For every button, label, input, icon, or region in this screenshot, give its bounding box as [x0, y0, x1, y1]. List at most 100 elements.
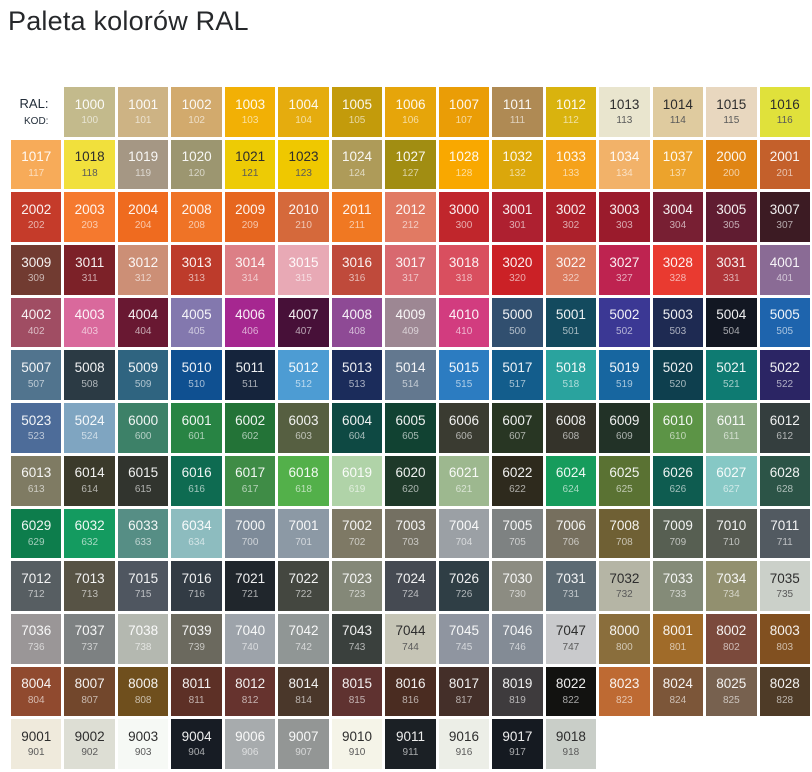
ral-swatch-6006: 6006 606	[438, 403, 490, 453]
ral-swatch-9007: 9007 907	[278, 719, 329, 769]
ral-number: 8012	[235, 676, 266, 692]
ral-number: 1019	[128, 149, 159, 165]
ral-swatch-3000: 3000 300	[438, 192, 490, 243]
ral-number: 2009	[235, 201, 266, 217]
ral-kod: 201	[776, 167, 794, 179]
ral-swatch-1017: 1017 117	[11, 139, 62, 190]
ral-swatch-6018: 6018 618	[278, 455, 329, 506]
ral-number: 1005	[342, 96, 373, 112]
ral-number: 5008	[74, 360, 105, 376]
ral-number: 7016	[181, 570, 212, 586]
ral-number: 2008	[181, 201, 212, 217]
ral-number: 7011	[770, 518, 800, 534]
ral-number: 4005	[181, 307, 212, 323]
ral-swatch-6011: 6011 611	[706, 403, 757, 453]
ral-swatch-5009: 5009 509	[117, 350, 169, 401]
ral-number: 5010	[181, 360, 212, 376]
ral-number: 6024	[555, 465, 586, 481]
ral-swatch-1002: 1002 102	[171, 87, 222, 137]
ral-swatch-6002: 6002 602	[224, 403, 276, 453]
ral-number: 5014	[395, 360, 426, 376]
ral-swatch-3007: 3007 307	[759, 192, 810, 243]
ral-kod: 204	[134, 220, 152, 232]
ral-number: 4010	[448, 307, 479, 323]
ral-number: 1034	[609, 149, 640, 165]
ral-kod: 607	[509, 431, 526, 443]
ral-kod: 503	[669, 325, 687, 337]
ral-swatch-5023: 5023 523	[11, 403, 62, 453]
ral-kod: 624	[562, 483, 580, 495]
ral-swatch-5018: 5018 518	[545, 350, 597, 401]
ral-swatch-7037: 7037 737	[64, 613, 115, 664]
ral-number: 1021	[235, 149, 266, 165]
ral-swatch-6015: 6015 615	[117, 455, 169, 506]
ral-kod: 627	[722, 483, 740, 495]
ral-kod: 331	[722, 273, 740, 285]
ral-number: 8004	[21, 676, 52, 692]
ral-kod: 828	[776, 694, 794, 706]
ral-number: 6032	[74, 518, 105, 534]
ral-number: 2003	[74, 201, 105, 217]
ral-number: 3004	[662, 201, 693, 217]
ral-color-grid: RAL: KOD: 1000 100 1001 101 1002 102 1003 103 10…	[11, 87, 810, 769]
ral-number: 7031	[555, 570, 586, 586]
ral-kod: 320	[509, 273, 526, 285]
ral-number: 7006	[555, 518, 586, 534]
ral-swatch-9001: 9001 901	[11, 719, 62, 769]
ral-kod: 410	[455, 325, 473, 337]
ral-kod: 918	[562, 747, 580, 759]
ral-swatch-6021: 6021 621	[438, 455, 490, 506]
ral-swatch-7033: 7033 733	[652, 561, 704, 611]
ral-number: 9004	[181, 728, 212, 744]
ral-number: 1033	[555, 149, 586, 165]
ral-kod: 746	[509, 641, 526, 653]
ral-swatch-7004: 7004 704	[438, 508, 490, 559]
ral-swatch-7026: 7026 726	[438, 561, 490, 611]
ral-swatch-7023: 7023 723	[331, 561, 383, 611]
ral-swatch-7021: 7021 721	[224, 561, 276, 611]
ral-swatch-5012: 5012 512	[278, 350, 329, 401]
ral-number: 1037	[662, 149, 693, 165]
ral-swatch-6034: 6034 634	[171, 508, 222, 559]
ral-swatch-6010: 6010 610	[652, 403, 704, 453]
ral-kod: 114	[669, 115, 686, 127]
ral-number: 3020	[502, 254, 533, 270]
ral-kod: 404	[134, 325, 152, 337]
ral-swatch-2000: 2000 200	[706, 139, 757, 190]
ral-kod: 705	[509, 536, 526, 548]
ral-kod: 740	[241, 641, 259, 653]
ral-kod: 101	[134, 115, 152, 127]
ral-kod: 733	[669, 589, 687, 601]
ral-number: 1032	[502, 149, 533, 165]
ral-number: 6004	[342, 412, 373, 428]
ral-swatch-5021: 5021 521	[706, 350, 757, 401]
ral-number: 6017	[235, 465, 266, 481]
ral-kod: 904	[188, 747, 205, 759]
ral-swatch-2011: 2011 211	[331, 192, 383, 243]
kod-header-label: KOD:	[24, 116, 49, 128]
ral-kod: 124	[348, 167, 366, 179]
ral-swatch-6020: 6020 620	[385, 455, 436, 506]
ral-number: 6029	[21, 518, 52, 534]
ral-kod: 210	[295, 220, 312, 232]
ral-swatch-3031: 3031 331	[706, 245, 757, 295]
ral-number: 3014	[235, 254, 266, 270]
ral-swatch-5002: 5002 502	[599, 297, 650, 348]
ral-swatch-6026: 6026 626	[652, 455, 704, 506]
ral-swatch-5011: 5011 511	[224, 350, 276, 401]
ral-swatch-1001: 1001 101	[117, 87, 169, 137]
ral-kod: 917	[509, 747, 526, 759]
ral-swatch-4010: 4010 410	[438, 297, 490, 348]
ral-number: 8023	[609, 676, 640, 692]
ral-number: 7012	[21, 570, 52, 586]
grid-row-header: RAL: KOD:	[11, 87, 61, 137]
ral-kod: 128	[455, 167, 473, 179]
ral-kod: 739	[188, 641, 205, 653]
ral-number: 3007	[769, 201, 800, 217]
ral-swatch-7032: 7032 732	[599, 561, 650, 611]
ral-kod: 408	[348, 325, 366, 337]
ral-kod: 814	[295, 694, 312, 706]
ral-swatch-1006: 1006 106	[385, 87, 436, 137]
ral-swatch-2012: 2012 212	[385, 192, 436, 243]
ral-swatch-7047: 7047 747	[545, 613, 597, 664]
